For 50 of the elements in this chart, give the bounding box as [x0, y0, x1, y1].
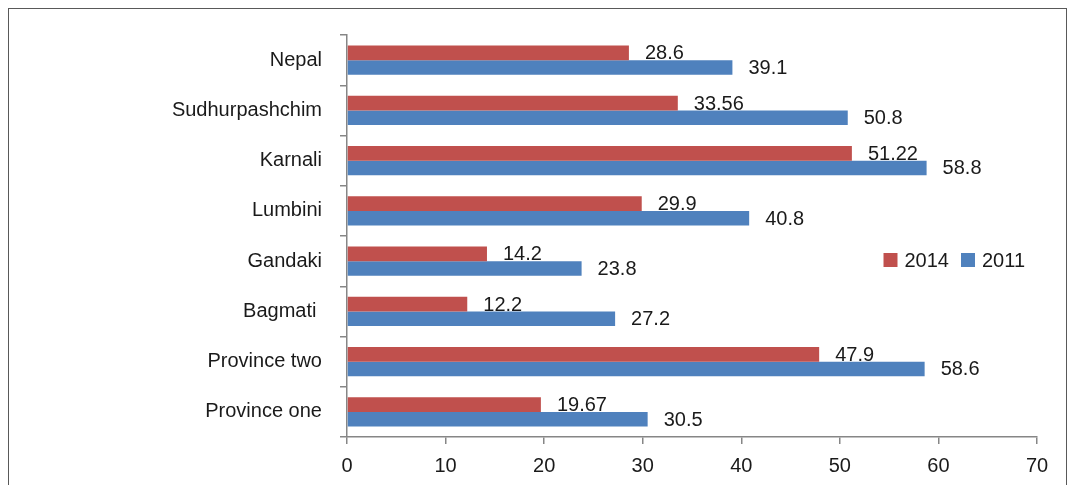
- bar: [347, 347, 820, 362]
- data-label: 23.8: [597, 256, 637, 279]
- y-tick-label: Province two: [207, 349, 322, 372]
- data-label: 33.56: [693, 91, 744, 114]
- legend-label: 2011: [981, 248, 1026, 271]
- x-tick-label: 20: [533, 453, 556, 476]
- bar: [347, 95, 678, 111]
- bar: [347, 60, 733, 75]
- data-label: 12.2: [483, 292, 523, 315]
- bar: [347, 146, 852, 161]
- y-tick-label: Province one: [205, 399, 322, 422]
- bar: [347, 110, 848, 125]
- bar: [347, 296, 468, 312]
- bar: [347, 196, 642, 211]
- data-label: 29.9: [657, 192, 697, 215]
- x-tick-label: 50: [828, 453, 851, 476]
- bar: [347, 361, 925, 377]
- y-tick-label: Sudhurpashchim: [171, 97, 322, 120]
- x-tick-label: 30: [631, 453, 654, 476]
- data-label: 51.22: [867, 141, 918, 164]
- data-label: 28.6: [644, 41, 684, 64]
- bar: [347, 411, 648, 427]
- bar: [347, 210, 750, 226]
- data-label: 19.67: [556, 393, 607, 416]
- data-label: 50.8: [863, 106, 903, 129]
- x-tick-label: 60: [927, 453, 950, 476]
- bar: [347, 160, 927, 176]
- x-tick-label: 10: [434, 453, 457, 476]
- y-tick-label: Nepal: [269, 47, 322, 70]
- x-tick-label: 40: [730, 453, 753, 476]
- y-tick-label: Karnali: [259, 148, 322, 171]
- x-tick-label: 70: [1025, 453, 1049, 476]
- bar: [347, 397, 541, 412]
- y-tick-label: Bagmati: [243, 298, 322, 321]
- bar: [347, 246, 487, 262]
- x-tick-label: 0: [341, 453, 353, 476]
- data-label: 58.8: [942, 156, 982, 179]
- bar: [347, 261, 582, 276]
- bar: [347, 45, 629, 61]
- data-label: 39.1: [748, 55, 788, 78]
- data-label: 30.5: [663, 407, 703, 430]
- bar: [347, 311, 616, 326]
- data-label: 40.8: [765, 206, 805, 229]
- legend-label: 2014: [904, 248, 949, 271]
- data-label: 27.2: [631, 307, 671, 330]
- data-label: 14.2: [502, 242, 542, 265]
- data-label: 47.9: [835, 342, 875, 365]
- y-tick-label: Lumbini: [251, 198, 322, 221]
- y-tick-label: Gandaki: [247, 248, 322, 271]
- data-label: 58.6: [940, 357, 980, 380]
